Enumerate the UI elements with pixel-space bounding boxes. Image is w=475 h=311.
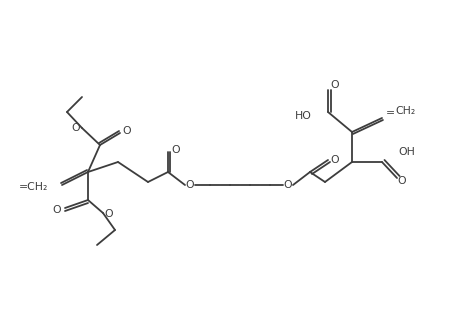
- Text: O: O: [104, 209, 114, 219]
- Text: O: O: [171, 145, 180, 155]
- Text: O: O: [123, 126, 131, 136]
- Text: CH₂: CH₂: [395, 106, 415, 116]
- Text: OH: OH: [398, 147, 415, 157]
- Text: O: O: [331, 155, 339, 165]
- Text: =: =: [386, 108, 395, 118]
- Text: O: O: [186, 180, 194, 190]
- Text: HO: HO: [295, 111, 312, 121]
- Text: O: O: [53, 205, 61, 215]
- Text: O: O: [72, 123, 80, 133]
- Text: O: O: [398, 176, 406, 186]
- Text: O: O: [331, 80, 339, 90]
- Text: O: O: [284, 180, 292, 190]
- Text: =CH₂: =CH₂: [19, 182, 48, 192]
